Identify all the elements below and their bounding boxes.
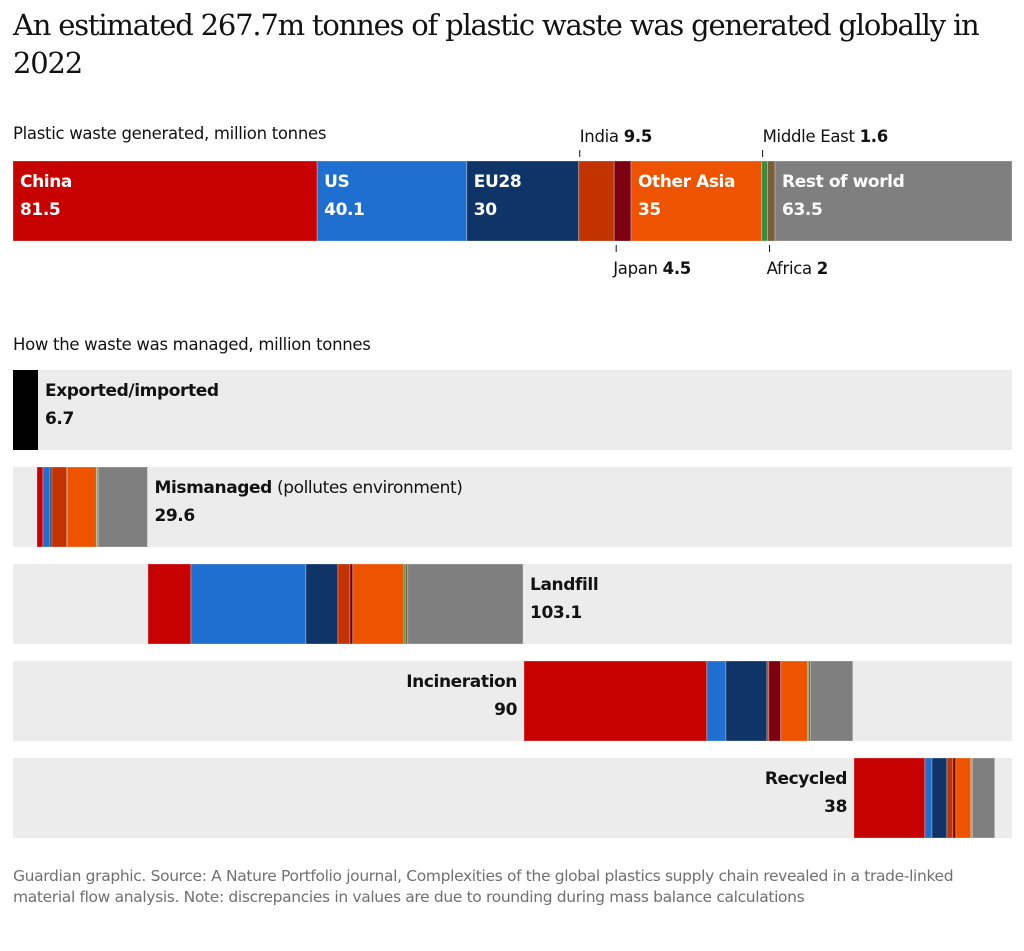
bar-segment-recycled-china	[853, 757, 926, 839]
bar-segment-rest-of-world	[774, 160, 1013, 242]
segment-label-us: US	[324, 172, 349, 192]
bar-segment-recycled-japan	[952, 757, 957, 839]
bar-segment-china	[12, 160, 318, 242]
bar-segment-incineration-other-asia	[780, 660, 809, 742]
callout-name: India	[580, 127, 624, 146]
row-total-landfill: 103.1	[530, 603, 582, 623]
row-label-recycled: Recycled	[765, 769, 847, 789]
bar-segment-incineration-middle-east	[807, 660, 810, 742]
row-label-landfill: Landfill	[530, 575, 598, 595]
chart-title: An estimated 267.7m tonnes of plastic wa…	[13, 8, 980, 80]
bar-segment-recycled-us	[924, 757, 933, 839]
segment-label-rest-of-world: Rest of world	[782, 172, 904, 192]
callout-name: Japan	[612, 259, 662, 278]
row-background-mismanaged	[13, 467, 1012, 547]
segment-label-china: China	[20, 172, 72, 192]
row-total-mismanaged: 29.6	[154, 506, 194, 526]
bar-segment-middle-east	[761, 160, 768, 242]
bar-segment-landfill-japan	[349, 563, 354, 645]
bar-segment-landfill-other-asia	[352, 563, 405, 645]
bar-segment-recycled-other-asia	[955, 757, 972, 839]
row-name: Exported/imported	[45, 381, 219, 401]
callout-name: Middle East	[763, 127, 860, 146]
bar-segment-landfill-rest-of-world	[407, 563, 524, 645]
callout-name: Africa	[767, 259, 817, 278]
bar-segment-india	[578, 160, 615, 242]
bar-segment-recycled-india	[946, 757, 954, 839]
segment-value-us: 40.1	[324, 200, 364, 220]
callout-label-japan: Japan 4.5	[612, 259, 691, 278]
segment-value-rest-of-world: 63.5	[782, 200, 822, 220]
bar-segment-africa	[767, 160, 776, 242]
row-name: Recycled	[765, 769, 847, 789]
bar-segment-incineration-us	[706, 660, 727, 742]
row-label-exported-imported: Exported/imported	[45, 381, 219, 401]
row-background-exported-imported	[13, 370, 1012, 450]
bar-segment-exported-imported-exported-imported	[13, 370, 39, 450]
bar-segment-eu28	[466, 160, 580, 242]
managed-subtitle: How the waste was managed, million tonne…	[13, 335, 371, 354]
segment-value-eu28: 30	[474, 200, 497, 220]
row-note: (pollutes environment)	[272, 478, 463, 498]
callout-value: 9.5	[624, 127, 652, 146]
row-label-mismanaged: Mismanaged (pollutes environment)	[154, 478, 462, 498]
bar-segment-mismanaged-china	[36, 466, 44, 548]
callout-label-africa: Africa 2	[767, 259, 828, 278]
row-name: Landfill	[530, 575, 598, 595]
bar-segment-us	[316, 160, 468, 242]
callout-value: 1.6	[860, 127, 888, 146]
bar-segment-landfill-middle-east	[403, 563, 406, 645]
callout-label-india: India 9.5	[580, 127, 652, 146]
bar-segment-incineration-japan	[768, 660, 782, 742]
row-total-exported-imported: 6.7	[45, 409, 74, 429]
segment-label-other-asia: Other Asia	[638, 172, 735, 192]
segment-value-china: 81.5	[20, 200, 60, 220]
row-background-recycled	[13, 758, 1012, 838]
bar-segment-recycled-rest-of-world	[972, 757, 996, 839]
source-footer: Guardian graphic. Source: A Nature Portf…	[13, 867, 954, 906]
bar-segment-mismanaged-india	[51, 466, 68, 548]
row-name: Incineration	[406, 672, 517, 692]
bar-segment-landfill-eu28	[305, 563, 339, 645]
callout-value: 4.5	[663, 259, 691, 278]
bar-segment-recycled-middle-east	[970, 757, 972, 839]
generated-subtitle: Plastic waste generated, million tonnes	[13, 124, 327, 143]
row-total-incineration: 90	[494, 700, 517, 720]
bar-segment-landfill-india	[337, 563, 351, 645]
bar-segment-other-asia	[630, 160, 762, 242]
bar-segment-incineration-china	[523, 660, 708, 742]
row-name: Mismanaged	[154, 478, 272, 498]
segment-value-other-asia: 35	[638, 200, 661, 220]
bar-segment-recycled-eu28	[931, 757, 948, 839]
callout-value: 2	[817, 259, 828, 278]
callout-label-middle-east: Middle East 1.6	[763, 127, 888, 146]
bar-segment-mismanaged-rest-of-world	[97, 466, 148, 548]
row-total-recycled: 38	[824, 797, 847, 817]
segment-label-eu28: EU28	[474, 172, 521, 192]
bar-segment-incineration-eu28	[725, 660, 768, 742]
bar-segment-landfill-china	[147, 563, 192, 645]
bar-segment-landfill-us	[190, 563, 307, 645]
row-label-incineration: Incineration	[406, 672, 517, 692]
bar-segment-mismanaged-other-asia	[66, 466, 97, 548]
bar-segment-japan	[613, 160, 632, 242]
bar-segment-mismanaged-us	[42, 466, 51, 548]
bar-segment-incineration-rest-of-world	[810, 660, 854, 742]
